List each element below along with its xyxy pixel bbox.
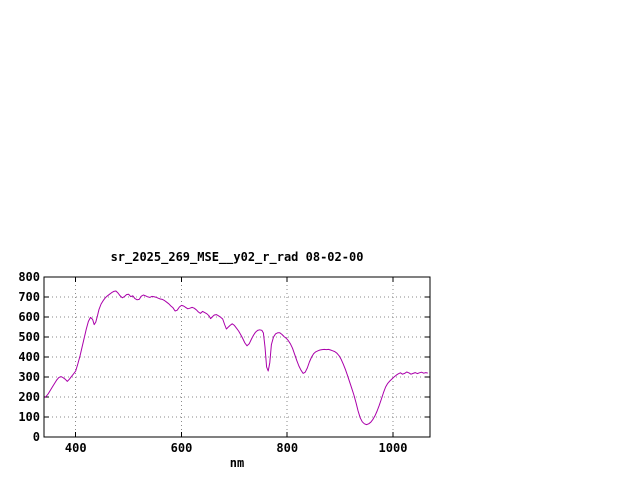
x-tick-label: 1000 xyxy=(379,441,408,455)
y-tick-label: 700 xyxy=(18,290,40,304)
y-tick-label: 0 xyxy=(33,430,40,444)
y-tick-label: 200 xyxy=(18,390,40,404)
x-tick-label: 400 xyxy=(65,441,87,455)
y-tick-label: 300 xyxy=(18,370,40,384)
x-tick-label: 800 xyxy=(276,441,298,455)
y-tick-label: 500 xyxy=(18,330,40,344)
y-tick-label: 800 xyxy=(18,270,40,284)
y-tick-label: 400 xyxy=(18,350,40,364)
x-tick-label: 600 xyxy=(171,441,193,455)
x-axis-label: nm xyxy=(229,456,245,470)
spectrum-line xyxy=(44,290,428,426)
chart-title: sr_2025_269_MSE__y02_r_rad 08-02-00 xyxy=(110,250,364,264)
y-tick-label: 100 xyxy=(18,410,40,424)
y-tick-label: 600 xyxy=(18,310,40,324)
